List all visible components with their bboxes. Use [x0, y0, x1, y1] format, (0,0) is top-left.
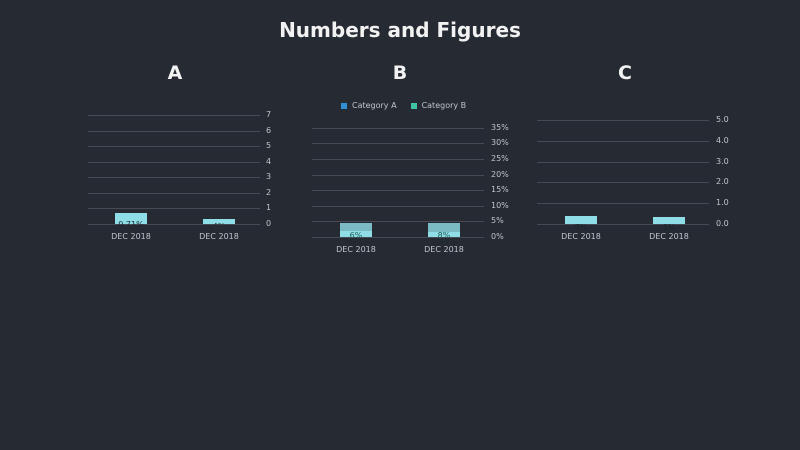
bar-segment-category-a	[340, 231, 372, 237]
gridline	[88, 162, 260, 163]
y-tick: 4.0	[716, 136, 729, 145]
y-tick: 3	[266, 172, 272, 181]
gridline	[312, 159, 484, 160]
x-label: DEC 2018	[649, 232, 689, 241]
chart-c-title: C	[618, 62, 632, 84]
legend-swatch-icon	[410, 102, 417, 109]
page-title: Numbers and Figures	[279, 18, 521, 42]
gridline	[312, 206, 484, 207]
gridline	[537, 224, 709, 225]
gridline	[312, 237, 484, 238]
x-label: DEC 2018	[199, 232, 239, 241]
gridline	[88, 146, 260, 147]
y-tick: 25%	[491, 154, 509, 163]
bar[interactable]	[203, 219, 235, 224]
y-tick: 5%	[491, 216, 504, 225]
data-label: 6%	[349, 231, 363, 240]
x-label: DEC 2018	[561, 232, 601, 241]
gridline	[537, 141, 709, 142]
bar-segment-category-a	[428, 232, 460, 237]
stacked-bar[interactable]	[428, 223, 460, 237]
gridline	[537, 120, 709, 121]
chart-b-title: B	[392, 62, 408, 84]
bar[interactable]	[565, 216, 597, 224]
data-label: 4%	[212, 222, 226, 231]
y-tick: 4	[266, 157, 272, 166]
stacked-bar[interactable]	[340, 223, 372, 237]
data-label: 0.71%	[118, 220, 144, 229]
y-tick: 3.0	[716, 157, 729, 166]
gridline	[537, 182, 709, 183]
gridline	[312, 221, 484, 222]
y-tick: 1	[266, 203, 272, 212]
gridline	[88, 193, 260, 194]
y-tick: 20%	[491, 170, 509, 179]
y-tick: 35%	[491, 123, 509, 132]
y-tick: 5	[266, 141, 272, 150]
gridline	[88, 115, 260, 116]
legend-swatch-icon	[341, 102, 347, 109]
legend-item-category-b[interactable]: Category B	[410, 101, 467, 110]
y-tick: 0	[266, 219, 272, 228]
x-label: DEC 2018	[336, 245, 376, 254]
y-tick: 1.0	[716, 198, 729, 207]
bar-segment-category-b	[428, 223, 460, 232]
gridline	[88, 131, 260, 132]
data-label: 6%	[662, 223, 676, 232]
legend: Category A Category B	[341, 101, 466, 110]
gridline	[88, 224, 260, 225]
y-tick: 15%	[491, 185, 509, 194]
y-tick: 30%	[491, 138, 509, 147]
y-tick: 10%	[491, 201, 509, 210]
legend-item-category-a[interactable]: Category A	[341, 101, 397, 110]
gridline	[88, 208, 260, 209]
gridline	[312, 175, 484, 176]
bar-segment-category-b	[340, 223, 372, 231]
gridline	[537, 162, 709, 163]
y-tick: 2.0	[716, 177, 729, 186]
chart-a-title: A	[167, 62, 183, 84]
y-tick: 0%	[491, 232, 504, 241]
bar[interactable]	[653, 217, 685, 224]
gridline	[88, 177, 260, 178]
x-label: DEC 2018	[111, 232, 151, 241]
y-tick: 5.0	[716, 115, 729, 124]
gridline	[537, 203, 709, 204]
y-tick: 2	[266, 188, 272, 197]
gridline	[312, 143, 484, 144]
bar[interactable]	[115, 213, 147, 224]
x-label: DEC 2018	[424, 245, 464, 254]
y-tick: 0.0	[716, 219, 729, 228]
y-tick: 7	[266, 110, 272, 119]
gridline	[312, 128, 484, 129]
y-tick: 6	[266, 126, 272, 135]
gridline	[312, 190, 484, 191]
data-label: 7%	[574, 223, 588, 232]
legend-label: Category A	[352, 101, 397, 110]
data-label: 6%	[349, 238, 363, 247]
data-label: 1.45%	[431, 238, 457, 247]
data-label: 8%	[437, 231, 451, 240]
legend-label: Category B	[421, 101, 467, 110]
